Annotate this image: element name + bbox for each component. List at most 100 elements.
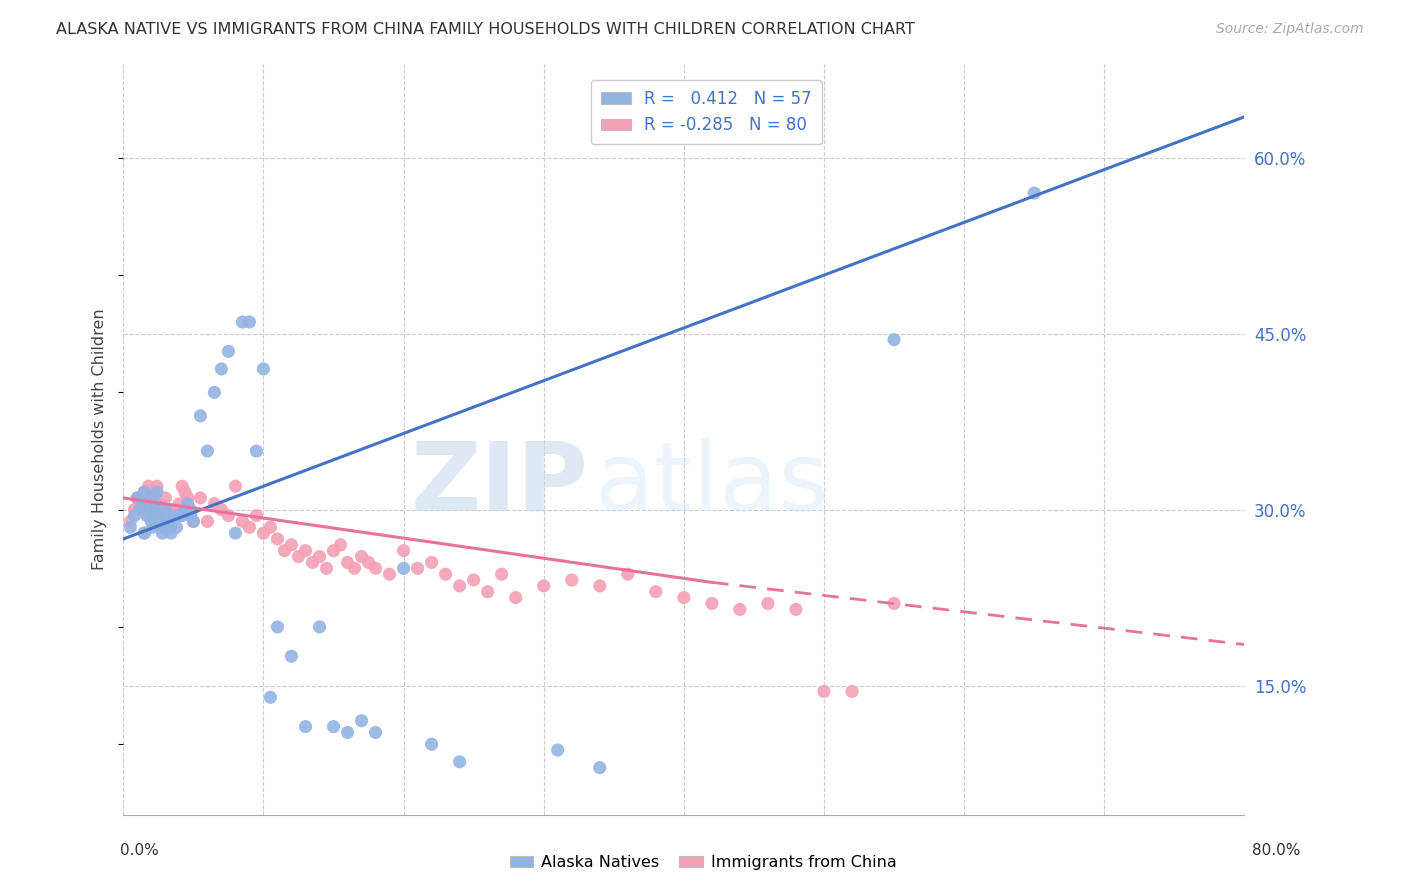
Point <box>131 497 153 511</box>
Point <box>756 597 779 611</box>
Point <box>183 515 205 529</box>
Text: ALASKA NATIVE VS IMMIGRANTS FROM CHINA FAMILY HOUSEHOLDS WITH CHILDREN CORRELATI: ALASKA NATIVE VS IMMIGRANTS FROM CHINA F… <box>56 22 915 37</box>
Point <box>138 502 160 516</box>
Point <box>139 491 162 505</box>
Point <box>174 485 197 500</box>
Point <box>169 497 191 511</box>
Point <box>209 362 232 376</box>
Point <box>245 444 267 458</box>
Point <box>152 520 174 534</box>
Point <box>728 602 751 616</box>
Text: atlas: atlas <box>595 438 830 531</box>
Point <box>308 549 330 564</box>
Text: 80.0%: 80.0% <box>1253 843 1301 858</box>
Point <box>129 502 152 516</box>
Point <box>589 579 612 593</box>
Text: Source: ZipAtlas.com: Source: ZipAtlas.com <box>1216 22 1364 37</box>
Point <box>252 526 274 541</box>
Point <box>163 508 186 523</box>
Point <box>142 520 165 534</box>
Point <box>124 502 146 516</box>
Point <box>329 538 352 552</box>
Point <box>224 479 246 493</box>
Point <box>142 497 165 511</box>
Point <box>813 684 835 698</box>
Point <box>364 725 387 739</box>
Point <box>434 567 457 582</box>
Point <box>148 508 170 523</box>
Point <box>343 561 366 575</box>
Point <box>150 520 173 534</box>
Point <box>172 479 194 493</box>
Point <box>127 491 149 505</box>
Legend: Alaska Natives, Immigrants from China: Alaska Natives, Immigrants from China <box>503 849 903 877</box>
Point <box>190 409 212 423</box>
Point <box>138 479 160 493</box>
Point <box>273 543 295 558</box>
Point <box>392 543 415 558</box>
Point <box>547 743 569 757</box>
Point <box>294 720 316 734</box>
Point <box>294 543 316 558</box>
Point <box>127 491 149 505</box>
Point <box>224 526 246 541</box>
Point <box>124 508 146 523</box>
Point <box>136 508 159 523</box>
Point <box>134 526 156 541</box>
Point <box>129 502 152 516</box>
Point <box>160 526 183 541</box>
Point <box>280 538 302 552</box>
Point <box>252 362 274 376</box>
Point <box>146 485 169 500</box>
Point <box>155 502 177 516</box>
Point <box>136 508 159 523</box>
Point <box>589 761 612 775</box>
Point <box>157 515 180 529</box>
Point <box>883 333 905 347</box>
Point <box>146 479 169 493</box>
Point <box>350 714 373 728</box>
Point <box>197 515 219 529</box>
Point <box>202 497 225 511</box>
Point <box>134 485 156 500</box>
Point <box>378 567 401 582</box>
Point <box>406 561 429 575</box>
Point <box>238 520 260 534</box>
Legend: R =   0.412   N = 57, R = -0.285   N = 80: R = 0.412 N = 57, R = -0.285 N = 80 <box>591 80 821 145</box>
Point <box>644 584 666 599</box>
Point <box>190 491 212 505</box>
Point <box>322 720 344 734</box>
Point <box>301 556 323 570</box>
Point <box>785 602 807 616</box>
Point <box>177 497 200 511</box>
Point <box>477 584 499 599</box>
Point <box>148 508 170 523</box>
Point <box>231 515 253 529</box>
Point <box>172 508 194 523</box>
Point <box>163 502 186 516</box>
Text: 0.0%: 0.0% <box>120 843 159 858</box>
Point <box>491 567 513 582</box>
Point <box>449 755 471 769</box>
Point <box>180 502 202 516</box>
Point <box>420 556 443 570</box>
Point <box>322 543 344 558</box>
Point <box>231 315 253 329</box>
Point <box>420 737 443 751</box>
Point <box>561 573 583 587</box>
Point <box>505 591 527 605</box>
Point <box>449 579 471 593</box>
Point <box>150 502 173 516</box>
Point <box>149 515 172 529</box>
Point <box>357 556 380 570</box>
Point <box>169 508 191 523</box>
Point <box>672 591 695 605</box>
Text: ZIP: ZIP <box>411 438 589 531</box>
Point <box>166 520 188 534</box>
Point <box>157 502 180 516</box>
Point <box>841 684 863 698</box>
Point <box>287 549 309 564</box>
Point <box>120 515 142 529</box>
Point <box>266 532 288 546</box>
Point <box>280 649 302 664</box>
